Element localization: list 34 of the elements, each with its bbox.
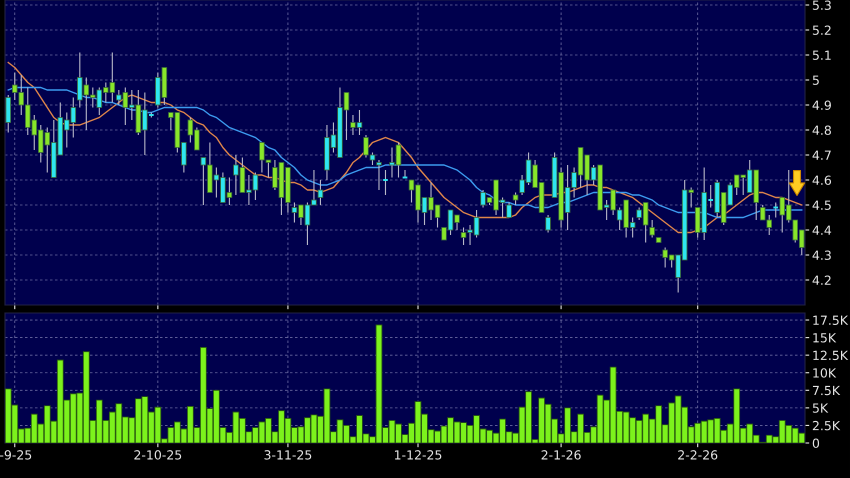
x-tick-label: -9-25 <box>0 450 32 460</box>
y-tick-label: 4.3 <box>812 250 831 260</box>
y-tick-label: 5K <box>812 404 828 413</box>
candlestick <box>512 192 518 206</box>
y-tick-label: 5.1 <box>812 50 831 60</box>
y-tick-label: 4.9 <box>812 100 831 110</box>
y-tick-label: 5 <box>812 76 819 85</box>
y-tick-label: 7.5K <box>812 386 840 396</box>
candlestick <box>376 159 382 191</box>
y-tick-label: 15K <box>813 333 836 343</box>
y-tick-label: 10K <box>813 368 836 378</box>
candlestick <box>318 179 324 206</box>
y-tick-label: 4.4 <box>812 226 832 235</box>
candlestick <box>772 202 780 218</box>
x-tick-label: 2-2-26 <box>678 450 718 460</box>
y-tick-label: 4.7 <box>812 150 831 160</box>
y-tick-label: 4.5 <box>812 200 831 210</box>
y-tick-label: 12.5K <box>813 350 848 360</box>
y-tick-label: 4.8 <box>812 125 831 135</box>
candlestick <box>545 214 551 234</box>
y-tick-label: 2.5K <box>812 420 840 430</box>
x-tick-label: 3-11-25 <box>264 450 312 460</box>
candlestick <box>649 219 655 238</box>
x-tick-label: 1-12-25 <box>394 450 442 460</box>
y-tick-label: 0 <box>812 438 820 448</box>
y-tick-label: 5.2 <box>812 25 831 35</box>
candlestick <box>506 202 512 218</box>
y-tick-label: 17.5K <box>813 316 848 325</box>
x-tick-label: 2-1-26 <box>542 450 581 460</box>
y-tick-label: 5.3 <box>812 0 831 10</box>
candlestick <box>382 169 389 196</box>
x-tick-label: 2-10-25 <box>134 450 182 460</box>
y-tick-label: 4.6 <box>812 175 832 185</box>
y-tick-label: 4.2 <box>812 275 831 285</box>
